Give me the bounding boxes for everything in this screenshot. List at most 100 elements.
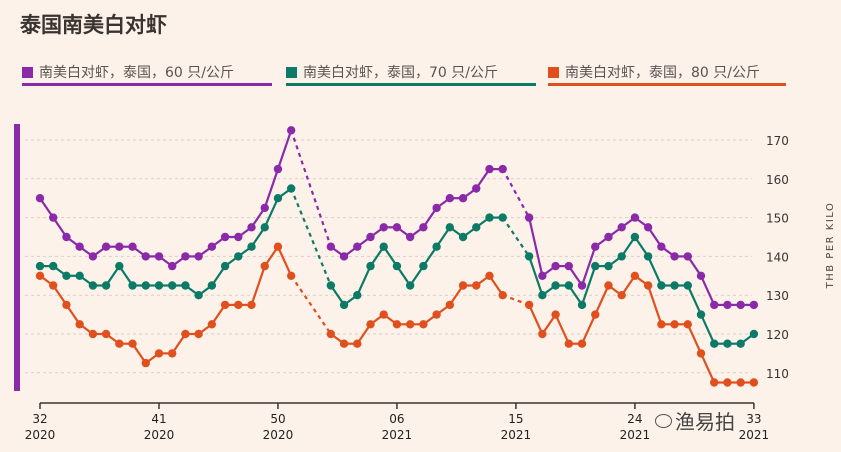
data-point: [670, 320, 679, 329]
data-point: [326, 242, 336, 251]
legend-item-60: 南美白对虾，泰国，60 只/公斤: [22, 62, 272, 86]
series-2: [35, 242, 759, 387]
data-point: [168, 281, 177, 290]
accent-bar: [14, 124, 20, 391]
data-point: [128, 339, 137, 348]
gap-connector: [501, 168, 531, 219]
data-point: [723, 300, 732, 310]
data-point: [181, 252, 190, 261]
line-segment: [686, 323, 703, 354]
chart-title: 泰国南美白对虾: [20, 12, 167, 37]
data-point: [154, 281, 164, 290]
data-point: [472, 223, 481, 232]
data-point: [749, 300, 759, 310]
data-point: [551, 261, 560, 271]
x-tick-week: 33: [746, 412, 761, 426]
gap-connector: [290, 129, 332, 248]
data-point: [710, 378, 719, 387]
data-point: [591, 310, 600, 319]
data-point: [353, 242, 362, 251]
data-point: [194, 252, 203, 261]
line-segment: [647, 255, 663, 286]
data-point: [234, 232, 243, 242]
data-point: [405, 232, 415, 242]
data-point: [564, 281, 573, 290]
data-point: [49, 261, 58, 271]
data-point: [194, 329, 203, 339]
data-point: [260, 203, 269, 213]
legend-label: 南美白对虾，泰国，80 只/公斤: [565, 65, 760, 81]
data-point: [498, 291, 507, 300]
data-point: [696, 271, 706, 280]
data-point: [564, 261, 573, 271]
data-point: [591, 242, 600, 251]
series-0: [35, 126, 759, 310]
data-point: [220, 232, 230, 242]
data-point: [485, 271, 494, 280]
legend-swatch: [22, 67, 33, 78]
line-segment: [699, 275, 716, 306]
data-point: [445, 223, 455, 232]
data-point: [643, 252, 653, 261]
data-point: [286, 126, 296, 135]
data-point: [432, 242, 441, 251]
data-point: [392, 320, 402, 329]
data-point: [286, 271, 296, 280]
line-segment: [699, 314, 716, 345]
data-point: [524, 213, 534, 222]
line-segment: [528, 304, 544, 335]
data-point: [551, 310, 560, 319]
data-point: [472, 281, 481, 290]
data-point: [273, 242, 283, 251]
data-point: [207, 242, 217, 251]
data-point: [657, 242, 666, 251]
data-point: [194, 291, 203, 300]
data-point: [617, 223, 626, 232]
line-segment: [554, 314, 570, 345]
data-point: [101, 329, 111, 339]
data-point: [630, 232, 640, 242]
data-point: [445, 194, 455, 203]
data-point: [379, 310, 388, 319]
data-point: [683, 252, 692, 261]
data-point: [577, 281, 587, 290]
x-tick-week: 32: [32, 412, 47, 426]
data-point: [339, 300, 349, 310]
data-point: [538, 271, 547, 280]
data-point: [657, 320, 666, 329]
data-point: [88, 252, 98, 261]
data-point: [181, 329, 190, 339]
data-point: [577, 300, 587, 310]
data-point: [128, 281, 137, 290]
watermark: 渔易拍: [655, 410, 735, 434]
data-point: [485, 213, 494, 222]
data-point: [168, 261, 177, 271]
data-point: [247, 242, 256, 251]
data-point: [273, 164, 283, 174]
y-tick-label: 150: [766, 212, 789, 226]
data-point: [498, 164, 507, 174]
data-point: [339, 339, 349, 348]
y-tick-label: 170: [766, 134, 789, 148]
gap-connector: [501, 216, 531, 258]
data-point: [538, 291, 547, 300]
data-point: [524, 300, 534, 310]
line-segment: [647, 285, 663, 325]
legend-item-80: 南美白对虾，泰国，80 只/公斤: [548, 62, 786, 86]
data-point: [564, 339, 573, 348]
line-segment: [528, 217, 544, 277]
data-point: [353, 291, 362, 300]
y-tick-label: 110: [766, 367, 789, 381]
data-point: [115, 261, 124, 271]
data-point: [577, 339, 587, 348]
data-point: [630, 213, 640, 222]
x-tick-year: 2020: [263, 428, 294, 442]
gap-connector: [502, 294, 530, 306]
data-point: [419, 320, 428, 329]
data-point: [405, 281, 415, 290]
data-point: [617, 291, 626, 300]
x-tick-week: 24: [627, 412, 642, 426]
data-point: [35, 261, 45, 271]
data-point: [75, 242, 84, 251]
legend-label: 南美白对虾，泰国，60 只/公斤: [39, 65, 234, 81]
